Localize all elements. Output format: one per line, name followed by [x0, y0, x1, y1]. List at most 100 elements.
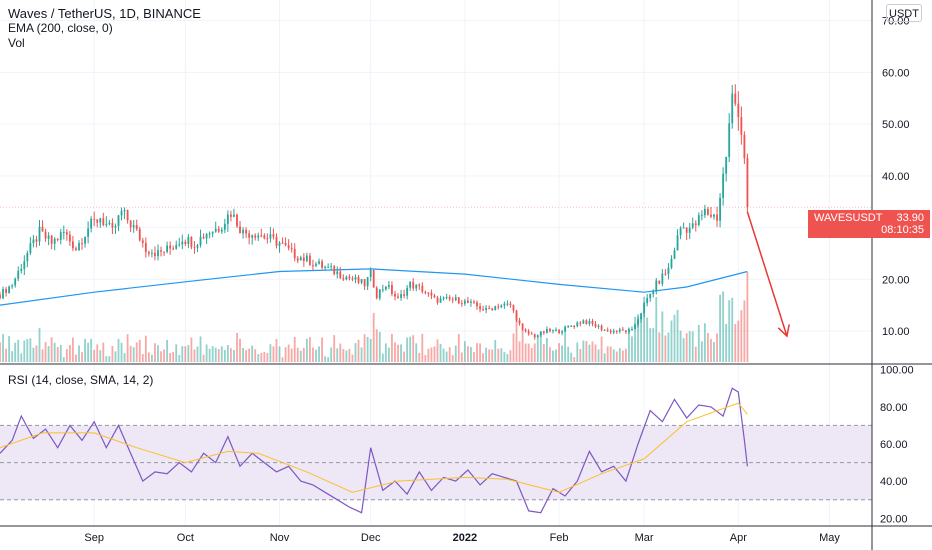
candle-body	[275, 236, 278, 246]
volume-bar	[202, 354, 205, 362]
volume-bar	[190, 337, 193, 362]
candle-body	[539, 331, 542, 336]
candle-body	[670, 258, 673, 268]
volume-bar	[719, 294, 721, 362]
candle-body	[214, 228, 217, 232]
candle-body	[178, 244, 181, 246]
volume-bar	[457, 334, 460, 362]
candle-body	[160, 250, 162, 252]
volume-bar	[582, 340, 585, 362]
volume-bar	[0, 342, 1, 362]
candle-body	[470, 301, 472, 303]
candle-body	[14, 278, 17, 286]
candle-body	[75, 248, 77, 251]
volume-bar	[154, 343, 156, 362]
candle-body	[618, 329, 621, 332]
volume-bar	[308, 337, 311, 362]
volume-bar	[473, 352, 475, 362]
candle-body	[339, 271, 342, 279]
candle-body	[111, 222, 114, 228]
volume-bar	[676, 309, 679, 362]
volume-bar	[284, 347, 287, 362]
volume-bar	[697, 324, 700, 362]
candle-body	[102, 218, 105, 225]
candle-body	[239, 226, 241, 234]
volume-bar	[251, 345, 254, 362]
candle-body	[448, 297, 451, 300]
candle-body	[664, 273, 667, 275]
candle-body	[59, 232, 62, 240]
candle-body	[278, 242, 281, 246]
volume-bar	[710, 338, 712, 362]
volume-bar	[41, 349, 44, 362]
symbol-title: Waves / TetherUS, 1D, BINANCE	[8, 6, 201, 21]
candle-body	[646, 297, 649, 304]
volume-bar	[725, 323, 728, 362]
volume-bar	[327, 357, 330, 362]
volume-bar	[26, 339, 29, 362]
volume-bar	[257, 354, 260, 362]
volume-bar	[740, 310, 743, 362]
candle-body	[266, 238, 269, 240]
candle-body	[628, 329, 630, 332]
volume-bar	[500, 348, 503, 362]
rsi-band	[0, 424, 872, 501]
candle-body	[50, 235, 53, 244]
volume-bar	[646, 317, 649, 362]
volume-bar	[369, 338, 372, 362]
volume-bar	[506, 354, 509, 362]
candle-body	[272, 234, 275, 237]
candle-body	[381, 289, 384, 291]
price-tick-label: 20.00	[882, 274, 910, 286]
volume-bar	[330, 347, 333, 362]
volume-bar	[336, 348, 339, 362]
volume-bar	[287, 344, 290, 362]
volume-bar	[324, 356, 327, 362]
volume-bar	[217, 349, 220, 362]
volume-bar	[363, 334, 366, 362]
candle-body	[163, 251, 165, 253]
volume-bar	[403, 351, 406, 362]
candle-body	[564, 326, 567, 332]
volume-bar	[394, 342, 396, 362]
candle-body	[65, 232, 68, 235]
symbol-label: WAVESUSDT	[814, 212, 883, 224]
volume-bar	[612, 349, 615, 362]
candle-body	[445, 297, 448, 299]
volume-bar	[536, 338, 539, 362]
volume-bar	[615, 351, 618, 362]
volume-bar	[497, 348, 500, 362]
candle-body	[53, 238, 56, 244]
candle-body	[591, 320, 594, 324]
volume-bar	[451, 355, 454, 362]
volume-bar	[233, 349, 235, 362]
price-tick-label: 50.00	[882, 119, 910, 131]
currency-button[interactable]: USDT	[886, 4, 922, 22]
price-tick-label: 40.00	[882, 171, 910, 183]
volume-bar	[342, 349, 345, 362]
candle-body	[457, 297, 460, 304]
candle-body	[427, 292, 430, 294]
candle-body	[652, 291, 655, 295]
volume-bar	[552, 350, 554, 362]
candle-body	[302, 257, 305, 261]
volume-bar	[35, 345, 38, 362]
chart-legend: Waves / TetherUS, 1D, BINANCE EMA (200, …	[8, 6, 201, 51]
price-tick-label: 60.00	[882, 67, 910, 79]
candle-body	[740, 117, 743, 135]
candle-body	[290, 248, 293, 250]
ema-200-line	[0, 268, 748, 306]
volume-bar	[603, 353, 606, 362]
candle-body	[208, 233, 211, 235]
volume-bar	[339, 343, 342, 362]
candle-body	[597, 325, 600, 327]
candle-body	[558, 329, 560, 334]
volume-bar	[87, 342, 90, 362]
volume-bar	[387, 347, 390, 362]
volume-bar	[618, 348, 621, 362]
candle-body	[384, 286, 387, 290]
volume-bar	[588, 344, 591, 362]
candle-body	[521, 323, 524, 330]
volume-bar	[564, 328, 567, 362]
